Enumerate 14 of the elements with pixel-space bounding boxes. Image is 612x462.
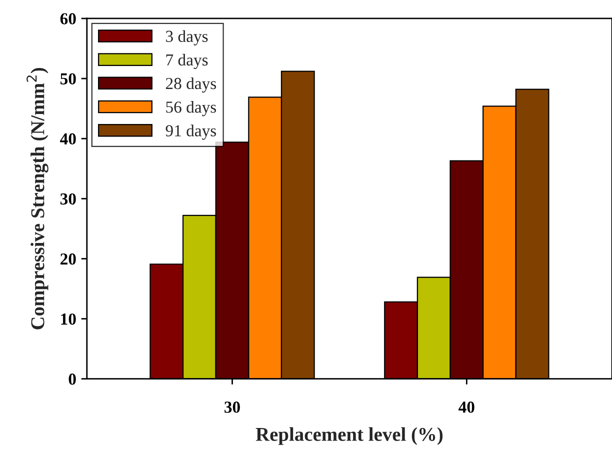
y-tick-label: 60 (60, 13, 76, 24)
y-axis-title: Compressive Strength (N/mm$^{2}$) (26, 68, 48, 330)
y-tick-label: 30 (60, 193, 76, 205)
y-tick-label: 50 (60, 73, 76, 84)
legend-label: 56 days (166, 101, 216, 116)
y-tick-label: 20 (60, 253, 76, 265)
legend-label: 91 days (166, 124, 216, 140)
legend-label: 3 days (166, 30, 208, 46)
y-tick-label: 0 (68, 374, 76, 385)
y-tick-label: 40 (60, 133, 76, 145)
legend-label: 28 days (166, 77, 216, 93)
y-tick-label: 10 (61, 313, 76, 325)
legend-label: 7 days (166, 54, 208, 70)
x-axis-title: Replacement level (%) (256, 427, 443, 445)
